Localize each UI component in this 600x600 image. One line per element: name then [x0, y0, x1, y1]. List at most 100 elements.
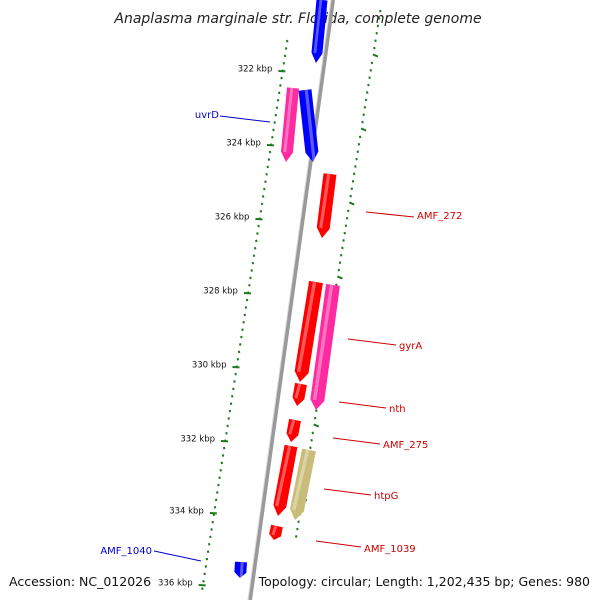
ruler-tick — [261, 195, 265, 198]
outer-tick — [364, 98, 368, 102]
ruler-tick — [238, 343, 242, 346]
ruler-tick — [266, 165, 269, 169]
gene-label: AMF_272 — [417, 211, 462, 222]
outer-tick — [361, 120, 364, 124]
outer-tick — [372, 53, 379, 58]
feature-uvrD-shine — [304, 89, 316, 163]
ruler-tick — [213, 505, 217, 509]
gene-label-leader — [323, 488, 372, 496]
feature-AMF-1040-body — [234, 561, 247, 578]
feature-AMF-275-shine — [288, 419, 296, 435]
feature-gyrA-shine — [312, 284, 334, 401]
ruler-tick — [253, 246, 257, 250]
outer-tick — [377, 17, 381, 20]
outer-tick — [348, 201, 355, 206]
gene-label-leader — [153, 550, 202, 562]
gene-label: AMF_1040 — [100, 546, 152, 557]
ruler-tick — [205, 557, 209, 561]
feature-gyrA — [310, 284, 340, 410]
ruler-tick — [209, 535, 212, 539]
kbp-label: 322 kbp — [238, 65, 273, 75]
outer-tick — [337, 268, 341, 272]
outer-tick — [342, 239, 345, 242]
ruler-tick — [232, 387, 235, 391]
ruler-tick — [275, 106, 279, 110]
outer-tick — [336, 275, 343, 280]
gene-label: nth — [389, 404, 406, 415]
outer-tick — [294, 535, 298, 538]
outer-tick — [379, 9, 382, 13]
outer-tick — [297, 520, 300, 524]
outer-tick — [362, 113, 365, 117]
outer-tick — [310, 438, 313, 442]
ruler-tick — [249, 276, 252, 280]
feature-gyrA-red-body — [294, 280, 323, 382]
ruler-tick — [248, 283, 251, 287]
feature-uvrD-body — [298, 89, 319, 162]
gene-label-leader — [332, 437, 381, 445]
outer-tick — [315, 409, 318, 413]
outer-tick — [349, 194, 352, 198]
ruler-tick — [274, 113, 278, 117]
outer-tick — [309, 446, 312, 450]
feature-AMF-275-body — [286, 418, 301, 442]
ruler-tick — [263, 187, 266, 191]
gene-label: gyrA — [399, 341, 422, 352]
ruler-tick — [202, 579, 205, 583]
feature-AMF-272-body — [316, 173, 337, 238]
feature-nth-shine — [294, 383, 302, 399]
ruler-tick — [201, 587, 204, 591]
ruler-tick — [260, 202, 264, 206]
ruler-tick — [222, 446, 226, 450]
ruler-tick — [252, 254, 256, 258]
ruler-tick — [227, 417, 230, 420]
ruler-tick — [273, 121, 276, 124]
gene-label-leader — [338, 401, 387, 409]
gene-features — [234, 0, 340, 579]
ruler-tick — [234, 372, 237, 376]
feature-AMF-1040 — [234, 561, 247, 579]
ruler-tick — [277, 91, 281, 95]
ruler-tick — [255, 239, 258, 243]
ruler-tick — [279, 84, 282, 87]
ruler-tick — [206, 550, 210, 554]
outer-tick — [341, 246, 344, 250]
feature-top-blue-body — [311, 0, 328, 63]
genome-summary-text: Topology: circular; Length: 1,202,435 bp… — [258, 574, 590, 589]
map-title: Anaplasma marginale str. Florida, comple… — [113, 11, 481, 27]
ruler-tick — [221, 454, 225, 457]
outer-tick — [363, 105, 367, 109]
ruler-tick — [244, 306, 248, 309]
feature-htpG-red-shine — [275, 445, 292, 507]
feature-htpG-red-body — [273, 444, 298, 516]
ruler-tick — [210, 528, 213, 531]
outer-tick — [368, 76, 371, 80]
outer-tick — [373, 46, 376, 50]
ruler-tick — [265, 172, 268, 176]
outer-tick — [339, 253, 343, 257]
ruler-tick — [219, 468, 222, 472]
ruler-tick — [225, 431, 228, 435]
ruler-tick — [271, 135, 274, 139]
kbp-label: 332 kbp — [180, 435, 215, 445]
ruler-tick — [216, 491, 219, 494]
ruler-tick — [243, 313, 247, 317]
ruler-tick — [233, 380, 236, 383]
outer-tick — [370, 61, 374, 65]
outer-tick — [344, 224, 348, 228]
ruler-tick — [204, 565, 208, 568]
ruler-tick — [218, 476, 221, 480]
feature-nth-body — [292, 382, 307, 406]
ruler-tick — [220, 461, 224, 465]
kbp-label: 326 kbp — [215, 213, 250, 223]
ruler-tick — [240, 335, 243, 339]
outer-tick — [343, 231, 346, 235]
outer-tick — [374, 39, 377, 43]
genome-backbone-highlight — [247, 0, 332, 600]
feature-uvrD-magenta-shine — [283, 87, 294, 153]
ruler-tick — [251, 261, 255, 265]
ruler-tick — [230, 394, 234, 398]
outer-tick — [296, 527, 299, 531]
outer-tick — [367, 83, 370, 87]
gene-label: AMF_275 — [383, 440, 428, 451]
